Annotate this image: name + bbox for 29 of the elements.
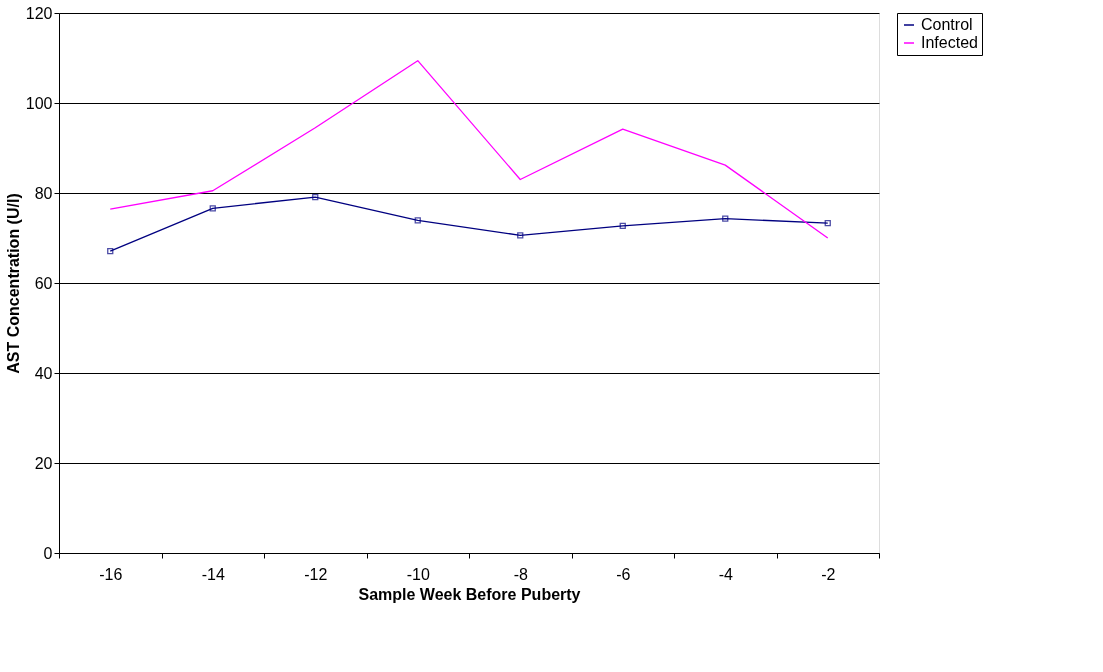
point: [107, 247, 114, 255]
point: [414, 217, 421, 224]
x-tick-label: -4: [718, 565, 733, 583]
x-tick-label: -6: [616, 565, 631, 583]
point: [619, 222, 626, 229]
line-series: [109, 60, 829, 239]
y-tick-label: 20: [34, 454, 53, 472]
x-tick-label: -2: [821, 565, 836, 583]
x-axis-title: Sample Week Before Puberty: [358, 585, 581, 603]
y-tick-label: 80: [34, 184, 53, 202]
point: [312, 193, 319, 201]
x-tick-label: -16: [99, 565, 123, 583]
x-tick-label: -12: [304, 565, 328, 583]
x-tick-label: -14: [201, 565, 225, 583]
legend-label: Infected: [921, 34, 978, 51]
legend-label: Control: [921, 16, 973, 33]
point: [209, 205, 216, 212]
point: [824, 220, 831, 227]
line-series: [107, 193, 831, 255]
y-tick-label: 0: [43, 544, 53, 562]
y-tick-label: 100: [25, 94, 53, 112]
point: [722, 215, 729, 222]
y-tick-label: 40: [34, 364, 53, 382]
y-tick-label: 120: [25, 4, 53, 22]
x-tick-label: -10: [406, 565, 430, 583]
y-axis-title: AST Concentration (U/l): [4, 193, 22, 374]
x-tick-label: -8: [513, 565, 528, 583]
y-tick-label: 60: [34, 274, 53, 292]
point: [517, 232, 524, 239]
